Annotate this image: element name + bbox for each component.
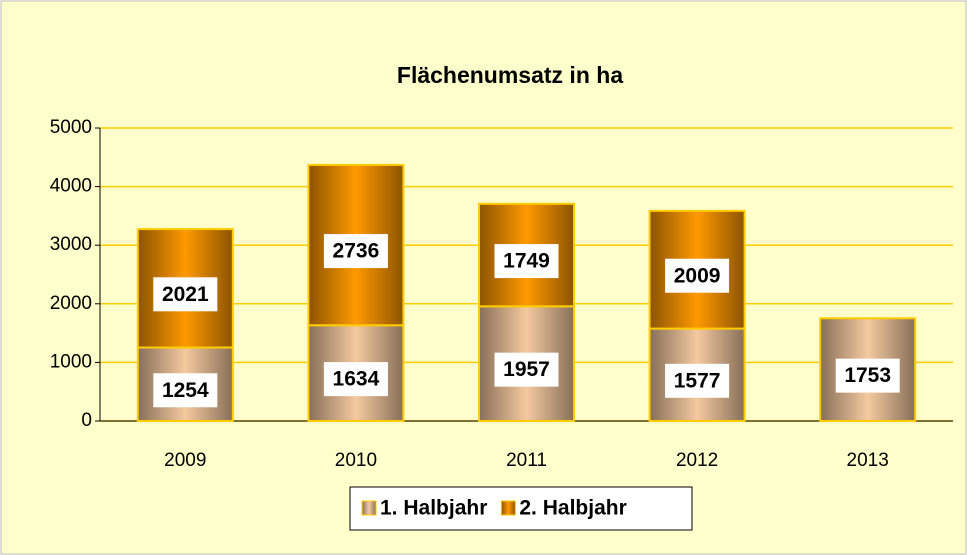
legend-box [349, 486, 693, 531]
x-tick-label: 2012 [676, 450, 718, 471]
data-label-box [153, 373, 218, 408]
data-label: 2009 [674, 264, 721, 287]
y-tick-label: 3000 [50, 234, 92, 255]
x-tick-label: 2013 [847, 450, 889, 471]
legend-label: 1. Halbjahr [380, 497, 487, 520]
data-label-box [323, 362, 388, 397]
data-label: 1634 [333, 368, 380, 391]
y-tick-label: 2000 [50, 293, 92, 314]
data-label-box [494, 352, 559, 387]
data-label: 1957 [503, 358, 550, 381]
data-label: 2736 [333, 240, 380, 263]
y-tick-label: 1000 [50, 351, 92, 372]
data-label-box [494, 244, 559, 279]
x-tick-label: 2009 [164, 450, 206, 471]
data-label-box [665, 258, 730, 293]
x-tick-label: 2010 [335, 450, 377, 471]
data-label-box [153, 277, 218, 312]
data-label: 1749 [503, 250, 550, 273]
data-label: 1577 [674, 369, 721, 392]
legend-label: 2. Halbjahr [519, 497, 626, 520]
y-tick-label: 4000 [50, 176, 92, 197]
y-tick-label: 5000 [50, 117, 92, 138]
data-label-box [323, 234, 388, 269]
data-label: 2021 [162, 283, 209, 306]
data-label: 1753 [844, 364, 891, 387]
legend-swatch [361, 500, 377, 516]
x-tick-label: 2011 [506, 450, 547, 471]
data-label-box [665, 363, 730, 398]
legend-swatch [500, 500, 516, 516]
y-tick-label: 0 [81, 410, 92, 431]
data-label: 1254 [162, 379, 209, 402]
chart-title: Flächenumsatz in ha [397, 62, 623, 88]
data-label-box [835, 358, 900, 393]
